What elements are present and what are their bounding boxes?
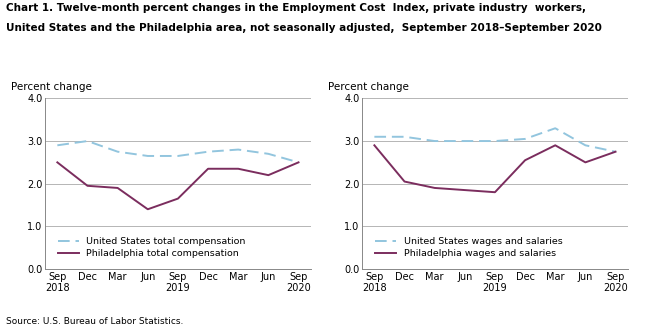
United States total compensation [83,139,91,143]
Philadelphia wages and salaries [611,150,619,154]
United States wages and salaries [400,135,408,139]
Philadelphia total compensation [174,197,182,201]
Philadelphia wages and salaries [551,143,559,147]
United States total compensation [144,154,151,158]
Philadelphia total compensation [294,160,302,164]
Line: United States total compensation: United States total compensation [58,141,298,162]
Line: Philadelphia wages and salaries: Philadelphia wages and salaries [375,145,615,192]
Philadelphia total compensation [265,173,272,177]
Philadelphia wages and salaries [431,186,439,190]
United States wages and salaries [521,137,529,141]
Text: Percent change: Percent change [328,82,409,92]
Philadelphia wages and salaries [400,180,408,184]
United States total compensation [174,154,182,158]
United States total compensation [54,143,61,147]
Philadelphia wages and salaries [521,158,529,162]
Philadelphia total compensation [144,207,151,211]
Philadelphia total compensation [114,186,122,190]
United States total compensation [234,148,242,152]
Philadelphia total compensation [204,167,212,171]
Philadelphia wages and salaries [461,188,468,192]
Line: Philadelphia total compensation: Philadelphia total compensation [58,162,298,209]
United States wages and salaries [582,143,589,147]
Philadelphia total compensation [54,160,61,164]
Philadelphia wages and salaries [582,160,589,164]
Text: Chart 1. Twelve-month percent changes in the Employment Cost  Index, private ind: Chart 1. Twelve-month percent changes in… [6,3,586,13]
Legend: United States wages and salaries, Philadelphia wages and salaries: United States wages and salaries, Philad… [372,234,565,261]
United States wages and salaries [371,135,378,139]
United States total compensation [265,152,272,156]
United States total compensation [114,150,122,154]
United States wages and salaries [551,126,559,130]
Philadelphia total compensation [83,184,91,188]
Philadelphia total compensation [234,167,242,171]
United States wages and salaries [611,150,619,154]
United States wages and salaries [491,139,499,143]
Text: Source: U.S. Bureau of Labor Statistics.: Source: U.S. Bureau of Labor Statistics. [6,318,184,326]
United States total compensation [294,160,302,164]
United States total compensation [204,150,212,154]
United States wages and salaries [431,139,439,143]
Philadelphia wages and salaries [371,143,378,147]
United States wages and salaries [461,139,468,143]
Philadelphia wages and salaries [491,190,499,194]
Text: United States and the Philadelphia area, not seasonally adjusted,  September 201: United States and the Philadelphia area,… [6,23,602,33]
Line: United States wages and salaries: United States wages and salaries [375,128,615,152]
Legend: United States total compensation, Philadelphia total compensation: United States total compensation, Philad… [55,234,248,261]
Text: Percent change: Percent change [11,82,92,92]
